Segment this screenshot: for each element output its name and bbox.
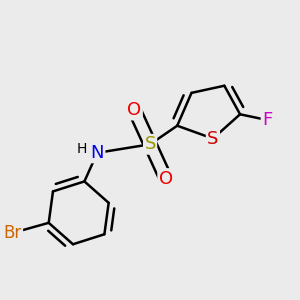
Text: N: N bbox=[91, 144, 104, 162]
Text: H: H bbox=[76, 142, 87, 156]
Text: O: O bbox=[159, 169, 173, 188]
Text: F: F bbox=[262, 111, 272, 129]
Text: Br: Br bbox=[4, 224, 22, 242]
Text: S: S bbox=[207, 130, 219, 148]
Text: O: O bbox=[127, 101, 141, 119]
Text: S: S bbox=[144, 135, 156, 153]
